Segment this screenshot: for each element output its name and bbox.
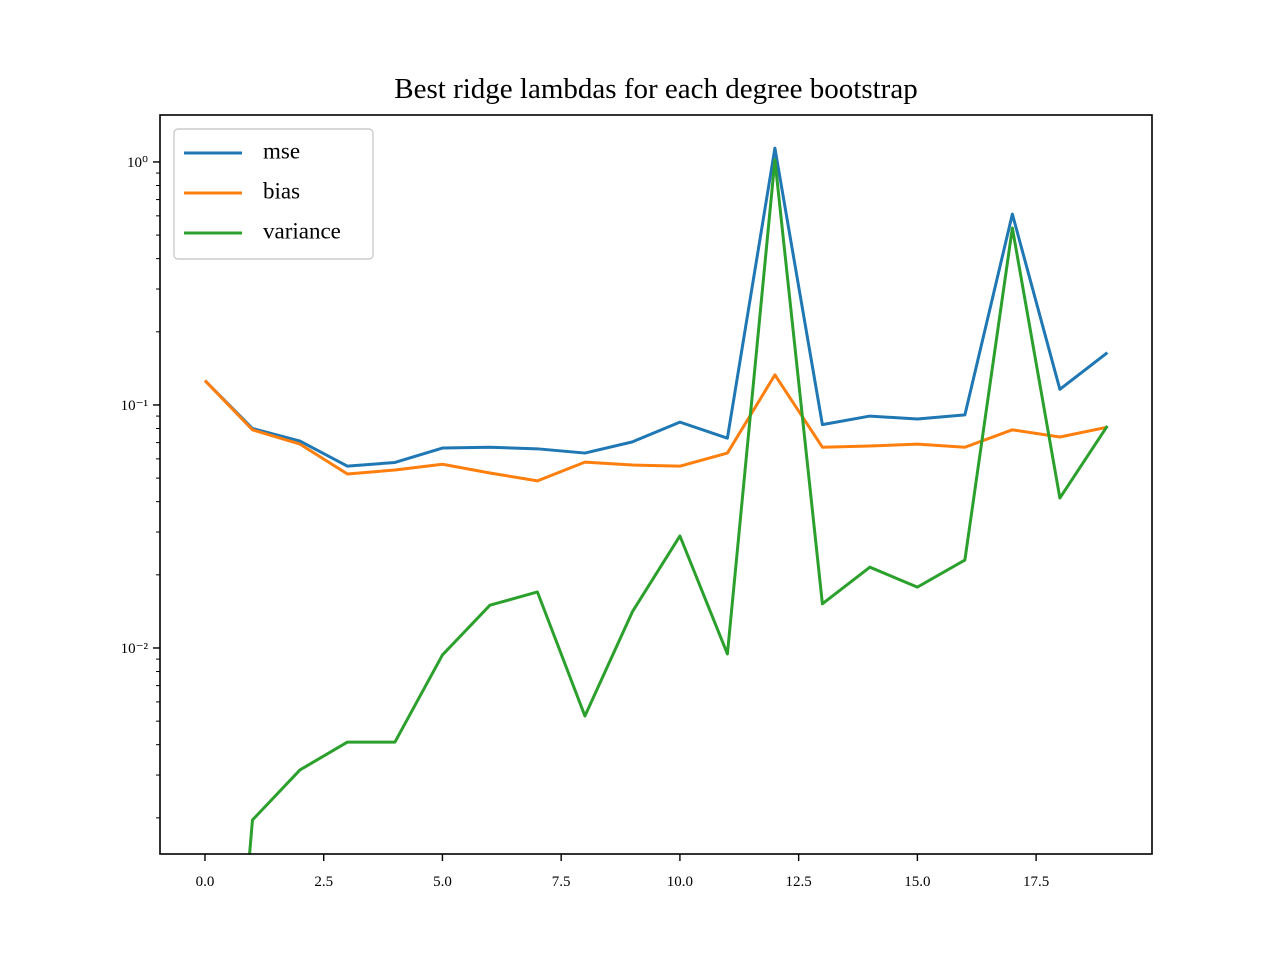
x-tick-label: 17.5: [1023, 874, 1049, 890]
plot-frame: [159, 114, 1153, 855]
series-line: [248, 158, 1109, 854]
legend-label: mse: [263, 138, 300, 163]
legend-label: bias: [263, 178, 300, 203]
plot-lines: [203, 146, 1109, 854]
series-line: [203, 146, 1109, 468]
x-tick-label: 0.0: [196, 874, 215, 890]
x-tick-label: 5.0: [433, 874, 452, 890]
chart-title: Best ridge lambdas for each degree boots…: [394, 73, 917, 105]
y-tick-label: 10⁰: [127, 155, 148, 171]
x-tick-label: 7.5: [552, 874, 571, 890]
series-line: [203, 373, 1108, 483]
x-tick-label: 2.5: [314, 874, 333, 890]
legend-box: [173, 128, 374, 260]
legend-label: variance: [263, 218, 341, 243]
y-tick-label: 10⁻¹: [121, 398, 148, 414]
x-tick-label: 15.0: [904, 874, 930, 890]
x-tick-label: 12.5: [786, 874, 812, 890]
y-tick-label: 10⁻²: [121, 641, 149, 657]
x-tick-label: 10.0: [667, 874, 693, 890]
